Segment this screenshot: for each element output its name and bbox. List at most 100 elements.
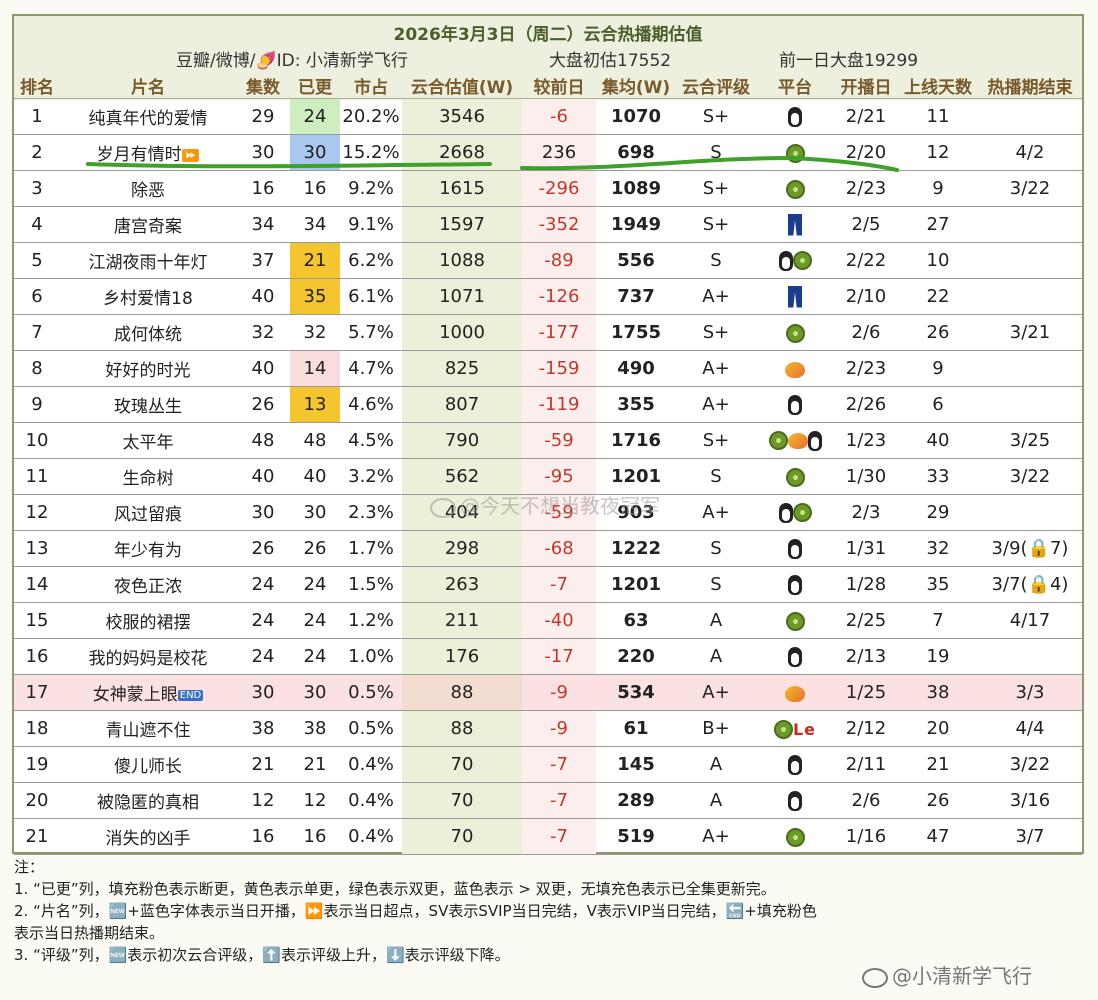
share-cell: 0.5% bbox=[340, 710, 402, 747]
column-header: 排名 bbox=[14, 72, 60, 99]
share-cell: 0.5% bbox=[340, 674, 402, 711]
end-date-cell: 4/17 bbox=[978, 602, 1082, 639]
end-date-cell: 3/22 bbox=[978, 170, 1082, 207]
table-row: 15 校服的裙摆 24 24 1.2% 211 -40 63 A 2/25 7 4/17 bbox=[14, 602, 1082, 639]
kiwi-platform-icon bbox=[785, 827, 805, 847]
weibo-icon bbox=[430, 497, 456, 518]
source-label: 豆瓣/微博/🍠ID: 小清新学飞行 bbox=[176, 51, 408, 71]
updated-cell: 13 bbox=[290, 386, 340, 423]
rank-cell: 14 bbox=[14, 566, 60, 603]
start-date-cell: 2/21 bbox=[834, 98, 898, 135]
platform-cell bbox=[756, 386, 834, 423]
title-text: 女神蒙上眼 bbox=[92, 685, 178, 705]
platform-cell bbox=[756, 350, 834, 387]
episodes-cell: 26 bbox=[236, 530, 290, 567]
note-3: 3. “评级”列，🆕表示初次云合评级，⬆️表示评级上升，⬇️表示评级下降。 bbox=[14, 946, 510, 964]
start-date-cell: 2/12 bbox=[834, 710, 898, 747]
end-date-cell bbox=[978, 98, 1082, 135]
penguin-platform-icon bbox=[788, 538, 802, 559]
end-date-cell: 3/22 bbox=[978, 458, 1082, 495]
avg-cell: 519 bbox=[596, 818, 676, 855]
title-text: 好好的时光 bbox=[105, 361, 191, 381]
platform-cell bbox=[756, 314, 834, 351]
avg-cell: 903 bbox=[596, 494, 676, 531]
weibo-icon bbox=[862, 967, 888, 988]
le-platform-icon: Le bbox=[792, 719, 817, 739]
table-row: 13 年少有为 26 26 1.7% 298 -68 1222 S 1/31 32 3/9(🔒7) bbox=[14, 530, 1082, 567]
updated-cell: 34 bbox=[290, 206, 340, 243]
platform-cell bbox=[756, 530, 834, 567]
rank-cell: 4 bbox=[14, 206, 60, 243]
delta-cell: -95 bbox=[522, 458, 596, 495]
watermark-bottom-text: @小清新学飞行 bbox=[892, 964, 1032, 988]
kiwi-platform-icon bbox=[785, 467, 805, 487]
grade-cell: S+ bbox=[676, 170, 756, 207]
avg-cell: 1222 bbox=[596, 530, 676, 567]
title-cell: 乡村爱情18 bbox=[60, 278, 236, 315]
title-cell: 江湖夜雨十年灯 bbox=[60, 242, 236, 279]
end-date-cell: 3/16 bbox=[978, 782, 1082, 819]
updated-cell: 48 bbox=[290, 422, 340, 459]
title-cell: 被隐匿的真相 bbox=[60, 782, 236, 819]
start-date-cell: 2/11 bbox=[834, 746, 898, 783]
platform-cell bbox=[756, 242, 834, 279]
end-date-cell bbox=[978, 242, 1082, 279]
kiwi-platform-icon bbox=[785, 611, 805, 631]
delta-cell: -177 bbox=[522, 314, 596, 351]
title-text: 玫瑰丛生 bbox=[114, 397, 182, 417]
table-row: 3 除恶 16 16 9.2% 1615 -296 1089 S+ 2/23 9 3/22 bbox=[14, 170, 1082, 207]
updated-cell: 24 bbox=[290, 638, 340, 675]
penguin-platform-icon bbox=[788, 574, 802, 595]
platform-cell bbox=[756, 782, 834, 819]
table-row: 10 太平年 48 48 4.5% 790 -59 1716 S+ 1/23 40 3/25 bbox=[14, 422, 1082, 459]
title-cell: 生命树 bbox=[60, 458, 236, 495]
watermark-center: @今天不想当教夜冠军 bbox=[430, 490, 660, 519]
episodes-cell: 30 bbox=[236, 674, 290, 711]
share-cell: 4.7% bbox=[340, 350, 402, 387]
column-header: 已更 bbox=[290, 72, 340, 99]
share-cell: 4.5% bbox=[340, 422, 402, 459]
title-cell: 唐宫奇案 bbox=[60, 206, 236, 243]
end-date-cell: 3/7(🔒4) bbox=[978, 566, 1082, 603]
days-online-cell: 7 bbox=[898, 602, 978, 639]
updated-cell: 16 bbox=[290, 170, 340, 207]
share-cell: 4.6% bbox=[340, 386, 402, 423]
notes-section: 注： 1. “已更”列，填充粉色表示断更，黄色表示单更，绿色表示双更，蓝色表示 … bbox=[14, 856, 1084, 966]
avg-cell: 1201 bbox=[596, 458, 676, 495]
title-text: 纯真年代的爱情 bbox=[88, 109, 208, 129]
days-online-cell: 10 bbox=[898, 242, 978, 279]
start-date-cell: 2/26 bbox=[834, 386, 898, 423]
share-cell: 0.4% bbox=[340, 782, 402, 819]
share-cell: 1.5% bbox=[340, 566, 402, 603]
table-row: 16 我的妈妈是校花 24 24 1.0% 176 -17 220 A 2/13 19 bbox=[14, 638, 1082, 675]
estimate-cell: 263 bbox=[402, 566, 522, 603]
avg-cell: 556 bbox=[596, 242, 676, 279]
episodes-cell: 21 bbox=[236, 746, 290, 783]
days-online-cell: 9 bbox=[898, 350, 978, 387]
title-cell: 风过留痕 bbox=[60, 494, 236, 531]
episodes-cell: 30 bbox=[236, 134, 290, 171]
delta-cell: -7 bbox=[522, 566, 596, 603]
prev-day-total: 前一日大盘19299 bbox=[779, 51, 919, 71]
column-header: 集数 bbox=[236, 72, 290, 99]
table-row: 7 成何体统 32 32 5.7% 1000 -177 1755 S+ 2/6 26 3/21 bbox=[14, 314, 1082, 351]
start-date-cell: 2/20 bbox=[834, 134, 898, 171]
title-text: 成何体统 bbox=[114, 325, 182, 345]
episodes-cell: 40 bbox=[236, 350, 290, 387]
start-date-cell: 2/5 bbox=[834, 206, 898, 243]
rank-cell: 13 bbox=[14, 530, 60, 567]
episodes-cell: 24 bbox=[236, 566, 290, 603]
days-online-cell: 47 bbox=[898, 818, 978, 855]
days-online-cell: 11 bbox=[898, 98, 978, 135]
avg-cell: 1755 bbox=[596, 314, 676, 351]
avg-cell: 1089 bbox=[596, 170, 676, 207]
column-header: 集均(W) bbox=[596, 72, 676, 99]
avg-cell: 1201 bbox=[596, 566, 676, 603]
penguin-platform-icon bbox=[788, 646, 802, 667]
estimate-cell: 1615 bbox=[402, 170, 522, 207]
grade-cell: S+ bbox=[676, 314, 756, 351]
table-row: 12 风过留痕 30 30 2.3% 404 -59 903 A+ 2/3 29 bbox=[14, 494, 1082, 531]
start-date-cell: 2/6 bbox=[834, 314, 898, 351]
rank-cell: 15 bbox=[14, 602, 60, 639]
rank-cell: 5 bbox=[14, 242, 60, 279]
